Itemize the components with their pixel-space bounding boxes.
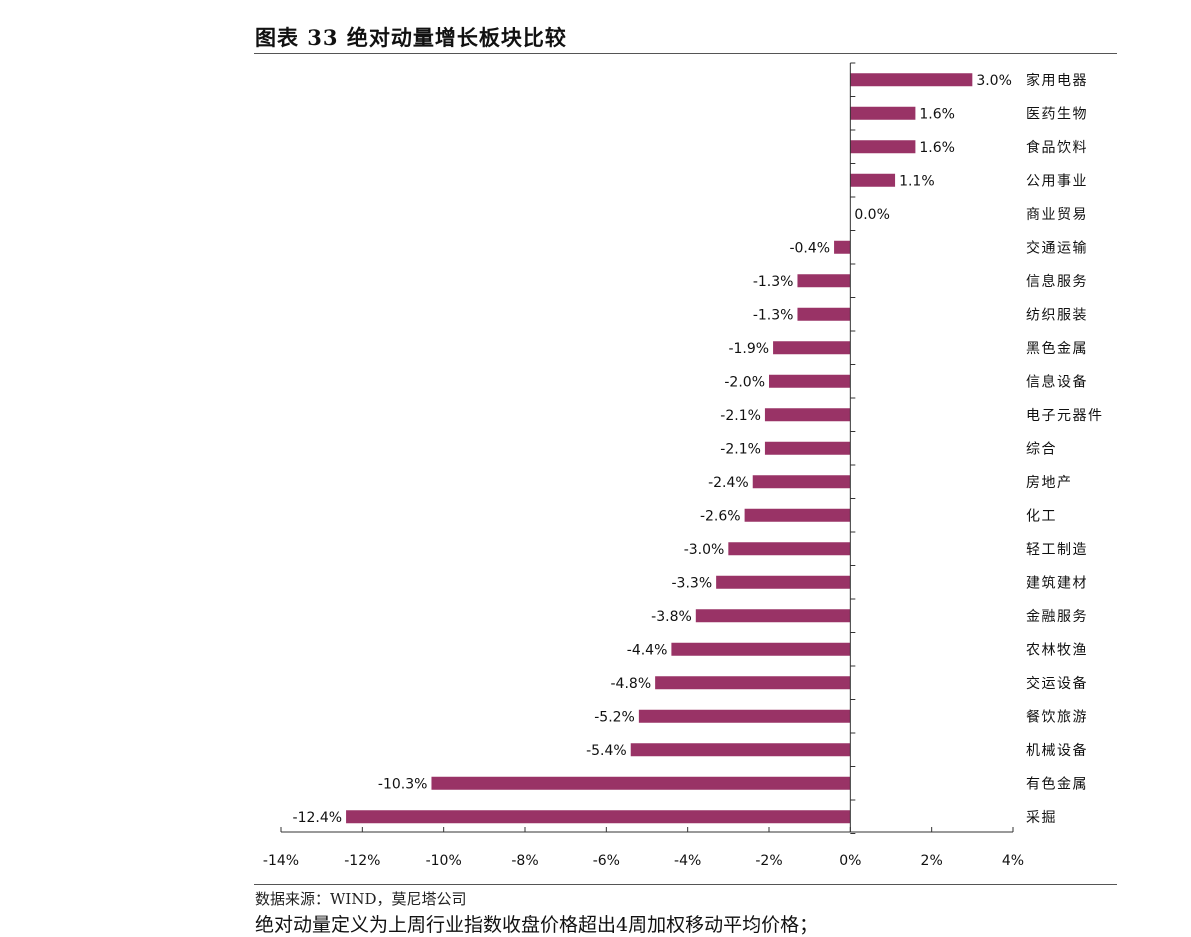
x-tick-label: -14% bbox=[263, 853, 299, 869]
category-label: 医药生物 bbox=[1026, 106, 1088, 122]
category-label: 交通运输 bbox=[1026, 239, 1088, 256]
bar bbox=[764, 408, 851, 422]
bar bbox=[769, 374, 851, 388]
bar-value-label: -10.3% bbox=[378, 776, 428, 792]
category-label: 综合 bbox=[1026, 441, 1057, 457]
bar-value-label: -2.1% bbox=[720, 408, 761, 424]
x-tick-label: 4% bbox=[1002, 853, 1024, 869]
bar-value-label: -1.9% bbox=[728, 341, 769, 357]
bar bbox=[728, 542, 851, 556]
bar-value-label: 0.0% bbox=[854, 207, 890, 223]
bar bbox=[797, 274, 851, 288]
category-label: 纺织服装 bbox=[1026, 307, 1088, 323]
category-label: 房地产 bbox=[1026, 475, 1073, 491]
bar bbox=[834, 240, 851, 254]
x-tick-label: -10% bbox=[426, 853, 462, 869]
bar bbox=[773, 341, 851, 355]
bar bbox=[346, 810, 851, 824]
x-tick-label: -2% bbox=[755, 853, 782, 869]
category-label: 农林牧渔 bbox=[1026, 642, 1088, 658]
bar-value-label: 1.1% bbox=[899, 173, 935, 189]
bar-value-label: -5.2% bbox=[594, 709, 635, 725]
category-label: 金融服务 bbox=[1026, 609, 1088, 625]
bar-value-label: -2.0% bbox=[724, 374, 765, 390]
top-rule bbox=[254, 53, 1117, 54]
bar-value-label: -4.4% bbox=[627, 642, 668, 658]
category-label: 信息服务 bbox=[1026, 273, 1088, 290]
source-note: 数据来源：WIND，莫尼塔公司 bbox=[255, 890, 467, 908]
category-label: 商业贸易 bbox=[1026, 207, 1088, 223]
bar bbox=[752, 475, 851, 489]
category-label: 家用电器 bbox=[1026, 72, 1088, 89]
x-tick-label: -12% bbox=[344, 853, 380, 869]
bar-value-label: -5.4% bbox=[586, 743, 627, 759]
bar-value-label: -3.3% bbox=[672, 575, 713, 591]
bar bbox=[630, 743, 851, 757]
bar bbox=[850, 106, 916, 120]
bottom-rule bbox=[254, 884, 1117, 885]
x-tick-label: -6% bbox=[593, 853, 620, 869]
bar bbox=[638, 709, 851, 723]
definition-note: 绝对动量定义为上周行业指数收盘价格超出4周加权移动平均价格； bbox=[255, 914, 819, 936]
bar-value-label: -2.4% bbox=[708, 475, 749, 491]
bar bbox=[850, 73, 973, 87]
bar-value-label: 3.0% bbox=[976, 73, 1012, 89]
category-label: 公用事业 bbox=[1026, 173, 1088, 189]
bar-value-label: -2.1% bbox=[720, 441, 761, 457]
bar bbox=[716, 575, 851, 589]
bar-value-label: 1.6% bbox=[919, 140, 955, 156]
category-label: 机械设备 bbox=[1026, 742, 1088, 759]
category-label: 餐饮旅游 bbox=[1026, 709, 1088, 725]
category-label: 有色金属 bbox=[1026, 775, 1088, 792]
bar-value-label: -3.8% bbox=[651, 609, 692, 625]
category-label: 电子元器件 bbox=[1026, 408, 1104, 424]
category-label: 食品饮料 bbox=[1026, 139, 1088, 156]
bar-value-label: -1.3% bbox=[753, 274, 794, 290]
bar-value-label: -0.4% bbox=[789, 240, 830, 256]
category-label: 建筑建材 bbox=[1026, 575, 1088, 591]
bar-value-label: 1.6% bbox=[919, 106, 955, 122]
category-label: 采掘 bbox=[1026, 810, 1057, 826]
bar-value-label: -3.0% bbox=[684, 542, 725, 558]
bar-value-label: -2.6% bbox=[700, 508, 741, 524]
category-label: 轻工制造 bbox=[1026, 542, 1088, 558]
x-tick-label: 0% bbox=[839, 853, 861, 869]
bar bbox=[850, 140, 916, 154]
bar bbox=[695, 609, 851, 623]
bar bbox=[655, 676, 851, 690]
category-label: 化工 bbox=[1026, 508, 1057, 524]
x-tick-label: 2% bbox=[921, 853, 943, 869]
chart-title: 图表 33 绝对动量增长板块比较 bbox=[255, 25, 567, 50]
category-label: 信息设备 bbox=[1026, 373, 1088, 390]
bar-value-label: -4.8% bbox=[611, 676, 652, 692]
bar-value-label: -12.4% bbox=[293, 810, 343, 826]
bar bbox=[431, 776, 851, 790]
category-label: 黑色金属 bbox=[1026, 340, 1088, 357]
bar bbox=[744, 508, 851, 522]
bar bbox=[797, 307, 851, 321]
x-tick-label: -8% bbox=[511, 853, 538, 869]
bar bbox=[850, 173, 896, 187]
x-tick-label: -4% bbox=[674, 853, 701, 869]
bar-value-label: -1.3% bbox=[753, 307, 794, 323]
bar bbox=[764, 441, 851, 455]
bar bbox=[671, 642, 851, 656]
category-label: 交运设备 bbox=[1026, 675, 1088, 692]
